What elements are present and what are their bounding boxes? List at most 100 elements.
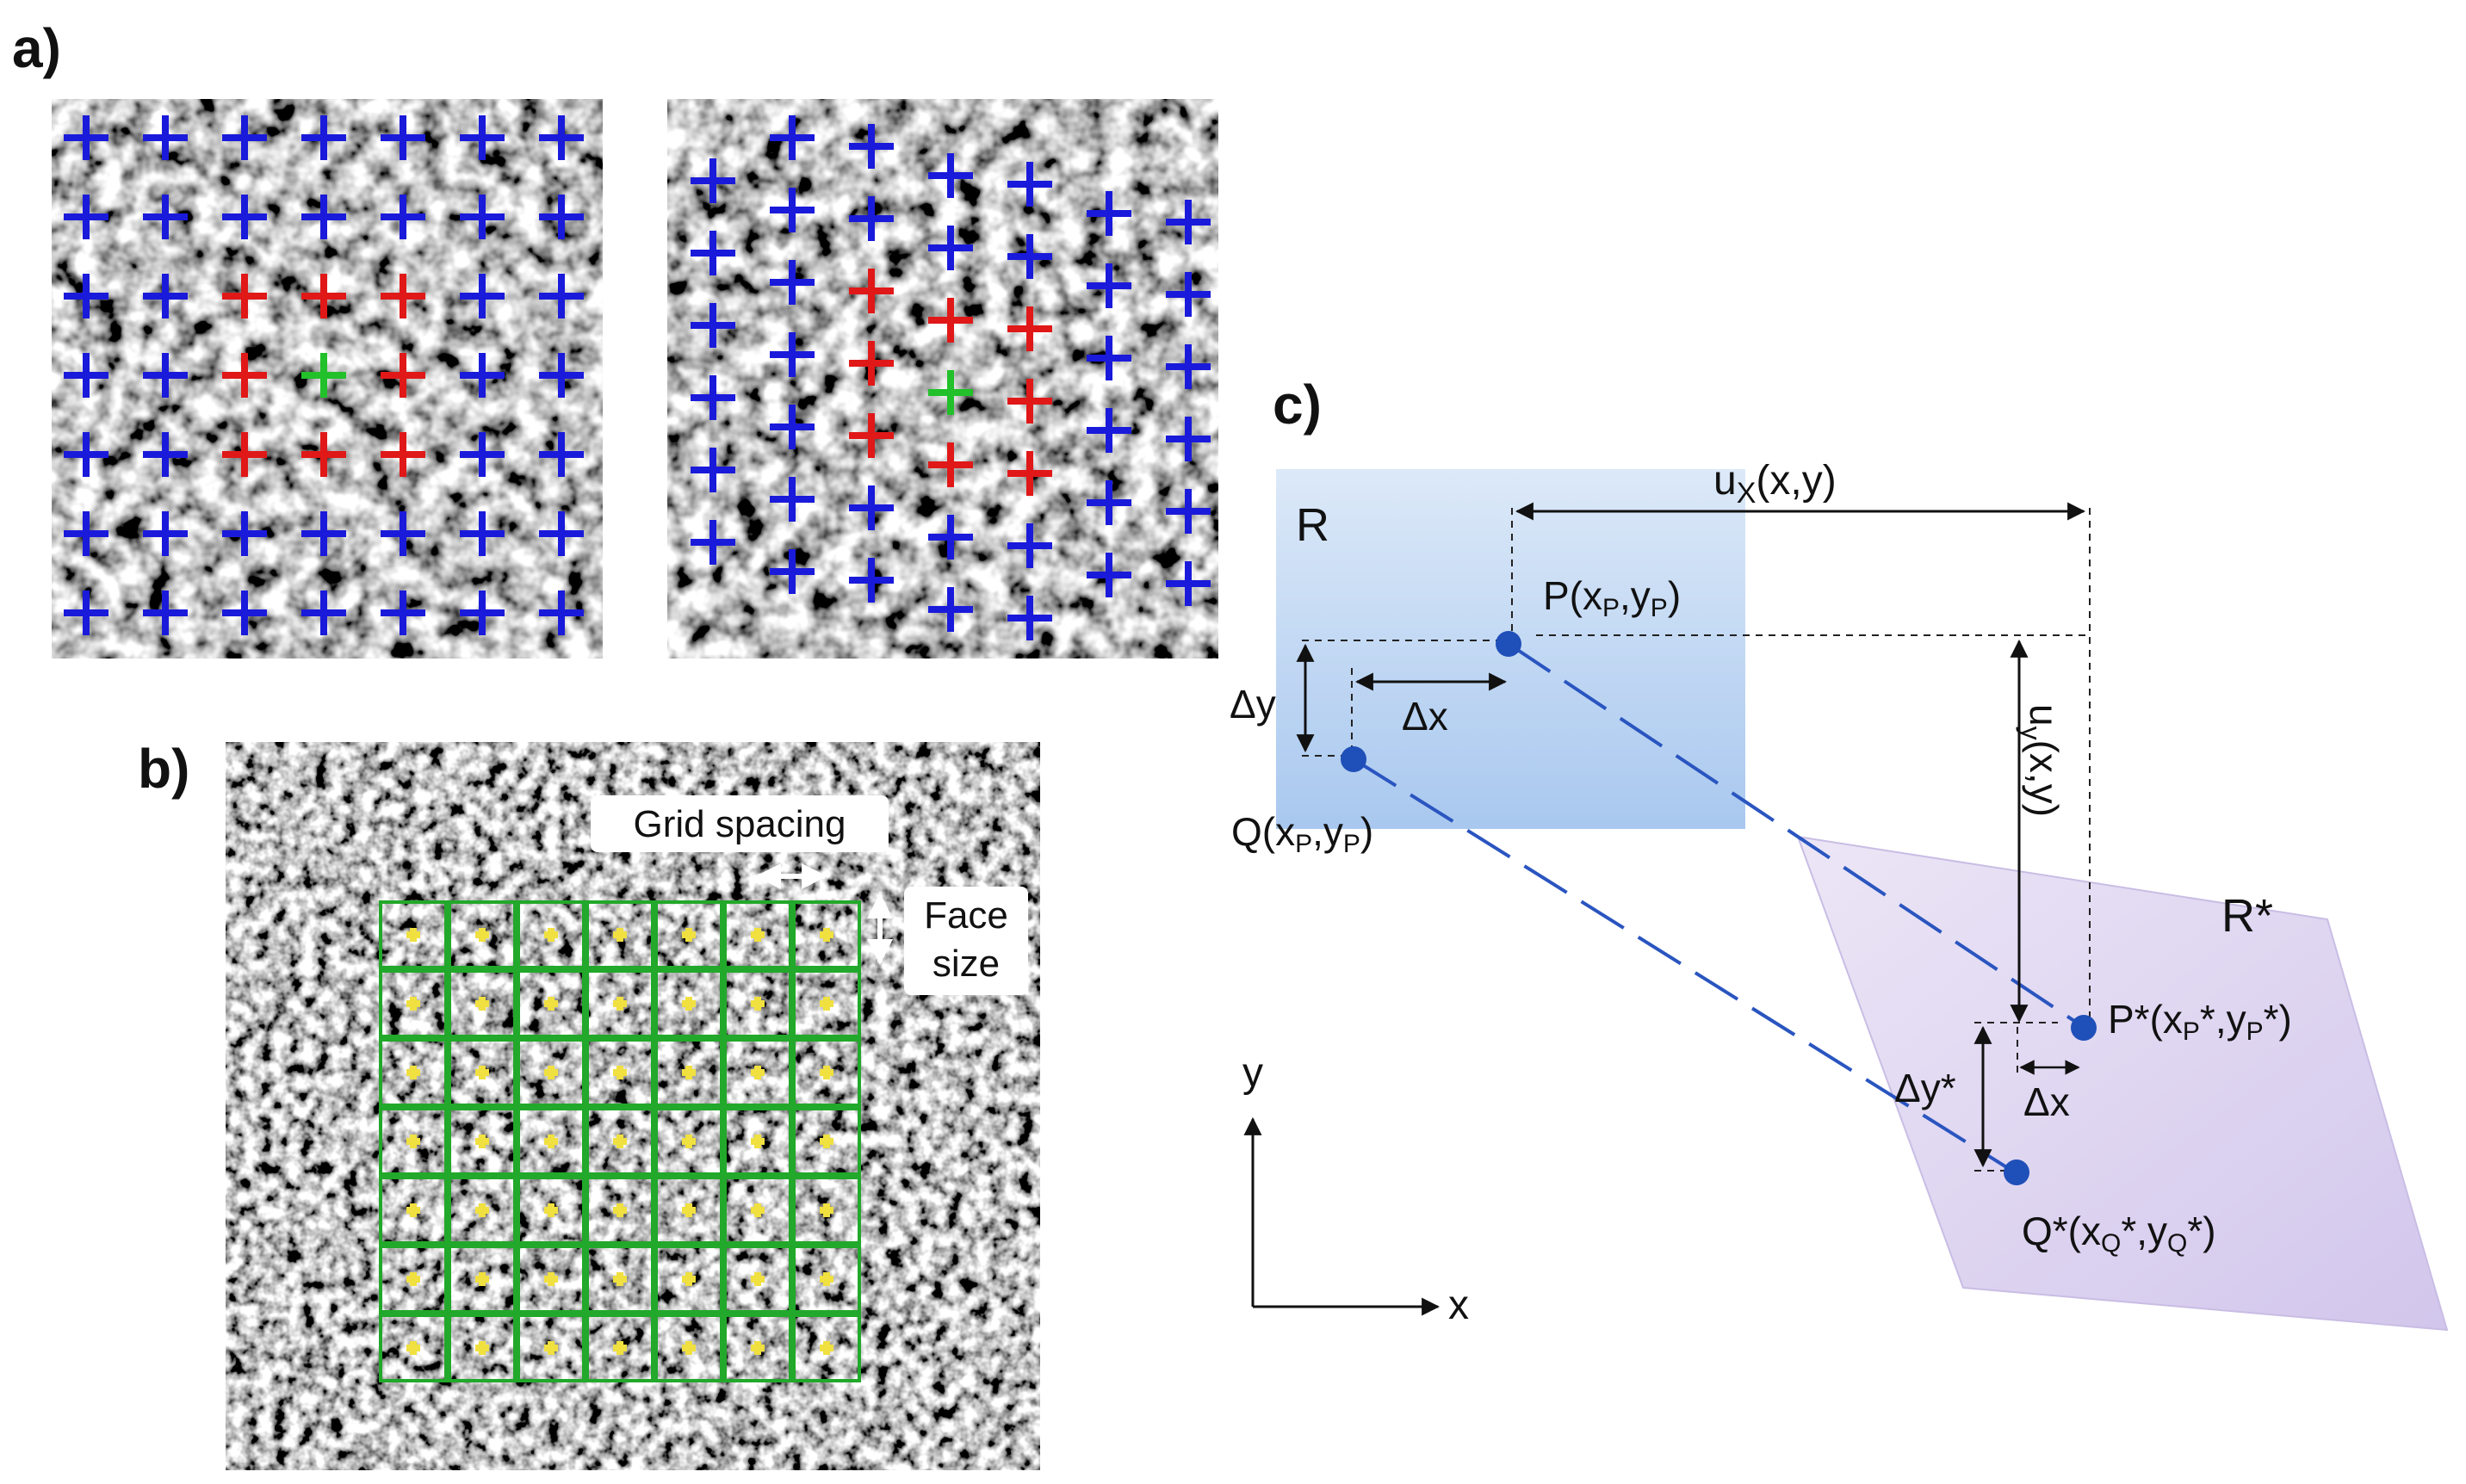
plus-marker-icon (770, 405, 815, 449)
subset-center-icon (613, 1066, 627, 1079)
subset-cell (586, 1245, 654, 1314)
plus-marker-icon (849, 485, 894, 530)
face-size-label-line2: size (932, 943, 1000, 985)
plus-marker-icon (849, 341, 894, 386)
plus-marker-icon (301, 274, 346, 318)
panel-b-subset-grid (379, 900, 861, 1382)
plus-marker-icon (143, 353, 188, 398)
plus-marker-icon (143, 115, 188, 160)
subset-cell (654, 900, 723, 969)
plus-marker-icon (301, 591, 346, 635)
plus-marker-icon (928, 153, 973, 198)
subset-center-icon (751, 1203, 765, 1217)
subset-center-icon (406, 997, 420, 1011)
plus-marker-icon (222, 432, 267, 477)
panel-a-right-image (667, 99, 1218, 659)
plus-marker-icon (770, 332, 815, 377)
panel-a-right-markers (691, 115, 1211, 640)
subset-cell (517, 1314, 586, 1382)
plus-marker-icon (381, 511, 425, 556)
reference-region-label: R (1296, 499, 1329, 551)
plus-marker-icon (770, 477, 815, 522)
subset-center-icon (406, 1341, 420, 1355)
subset-cell (586, 1038, 654, 1107)
plus-marker-icon (64, 432, 108, 477)
subset-cell (654, 969, 723, 1038)
subset-cell (792, 1038, 861, 1107)
grid-spacing-label-box (591, 795, 889, 852)
plus-marker-icon (222, 591, 267, 635)
subset-cell (792, 1245, 861, 1314)
subset-center-icon (820, 928, 833, 942)
plus-marker-icon (539, 353, 584, 398)
subset-center-icon (406, 1272, 420, 1286)
delta-x-star-label: Δx (2023, 1079, 2070, 1124)
plus-marker-icon (539, 591, 584, 635)
subset-cell (379, 900, 448, 969)
plus-marker-icon (770, 115, 815, 160)
ux-label: uX(x,y) (1713, 458, 1837, 510)
plus-marker-icon (381, 274, 425, 318)
subset-center-icon (475, 1066, 489, 1079)
subset-cell (723, 1245, 792, 1314)
subset-cell (723, 1176, 792, 1245)
subset-center-icon (751, 1135, 765, 1148)
plus-marker-icon (460, 591, 505, 635)
subset-cell (379, 1176, 448, 1245)
plus-marker-icon (381, 353, 425, 398)
point-q (1341, 746, 1366, 772)
subset-cell (517, 1038, 586, 1107)
plus-marker-icon (301, 195, 346, 239)
plus-marker-icon (64, 115, 108, 160)
subset-cell (792, 969, 861, 1038)
subset-center-icon (751, 1272, 765, 1286)
point-p-star (2071, 1015, 2097, 1041)
panel-b-label: b) (138, 738, 189, 800)
point-p-star-label: P*(xP*,yP*) (2108, 997, 2292, 1046)
plus-marker-icon (1087, 263, 1131, 308)
subset-cell (379, 1107, 448, 1176)
subset-cell (379, 969, 448, 1038)
plus-marker-icon (222, 115, 267, 160)
subset-cell (517, 1245, 586, 1314)
subset-center-icon (682, 1066, 696, 1079)
plus-marker-icon (222, 511, 267, 556)
subset-center-icon (475, 1135, 489, 1148)
delta-y-star-label: Δy* (1894, 1066, 1956, 1110)
subset-center-icon (475, 1272, 489, 1286)
plus-marker-icon (1007, 306, 1052, 351)
coordinate-axes (1243, 1116, 1441, 1316)
subset-center-icon (820, 997, 833, 1011)
subset-cell (448, 1038, 517, 1107)
plus-marker-icon (301, 432, 346, 477)
subset-cell (517, 969, 586, 1038)
plus-marker-icon (1166, 417, 1211, 461)
plus-marker-icon (64, 591, 108, 635)
panel-c-label: c) (1273, 374, 1322, 436)
plus-marker-icon (222, 195, 267, 239)
subset-center-icon (682, 1203, 696, 1217)
plus-marker-icon (1007, 523, 1052, 568)
plus-marker-icon (539, 195, 584, 239)
plus-marker-icon (849, 558, 894, 603)
subset-cell (448, 1107, 517, 1176)
plus-marker-icon (301, 353, 346, 398)
plus-marker-icon (1166, 272, 1211, 317)
plus-marker-icon (1166, 561, 1211, 606)
plus-marker-icon (691, 303, 735, 348)
subset-center-icon (682, 997, 696, 1011)
subset-cell (448, 969, 517, 1038)
plus-marker-icon (143, 591, 188, 635)
subset-cell (792, 900, 861, 969)
plus-marker-icon (928, 587, 973, 632)
plus-marker-icon (460, 353, 505, 398)
subset-center-icon (820, 1066, 833, 1079)
plus-marker-icon (539, 274, 584, 318)
plus-marker-icon (928, 298, 973, 343)
subset-cell (654, 1038, 723, 1107)
subset-cell (586, 900, 654, 969)
subset-cell (586, 969, 654, 1038)
plus-marker-icon (460, 432, 505, 477)
plus-marker-icon (143, 432, 188, 477)
uy-label: uy(x,y) (2016, 704, 2066, 817)
